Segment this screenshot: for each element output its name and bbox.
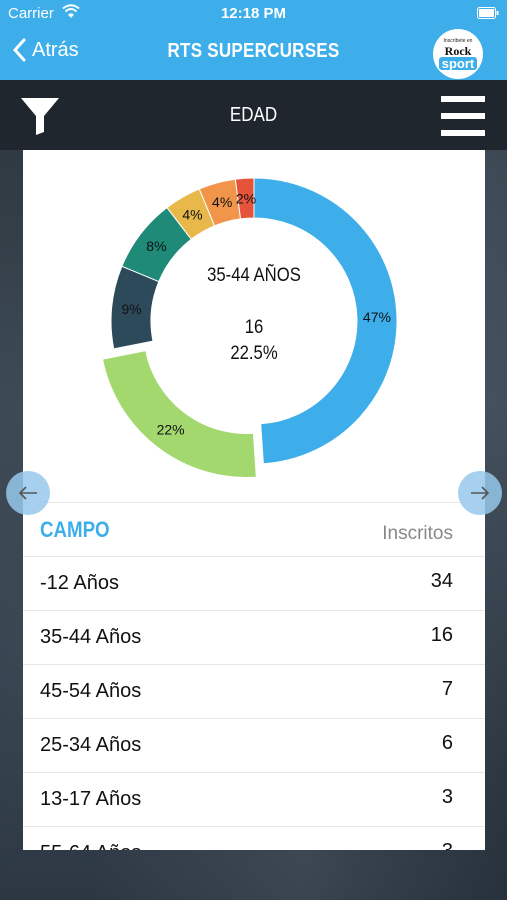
- previous-chart-button[interactable]: [6, 471, 50, 515]
- table-row[interactable]: 25-34 Años 6: [23, 719, 485, 773]
- slice-label: 22%: [157, 422, 185, 438]
- column-header-field: CAMPO: [40, 517, 110, 542]
- slice-label: 4%: [212, 194, 232, 210]
- row-value: 7: [441, 678, 453, 700]
- arrow-left-icon: [18, 486, 37, 500]
- slice-label: 9%: [121, 301, 141, 317]
- row-value: 34: [430, 570, 453, 592]
- status-bar: Carrier 12:18 PM: [0, 0, 507, 28]
- chevron-left-icon: [12, 38, 26, 62]
- row-value: 16: [430, 624, 453, 646]
- arrow-right-icon: [471, 486, 490, 500]
- carrier-label: Carrier: [8, 5, 54, 22]
- center-percent: 22.5%: [230, 342, 277, 363]
- age-table: -12 Años 34 35-44 Años 16 45-54 Años 7 2…: [23, 557, 485, 850]
- menu-icon[interactable]: [441, 96, 485, 136]
- rock-sport-logo[interactable]: Inscríbete en Rock sport: [433, 29, 483, 79]
- row-label: -12 Años: [40, 572, 119, 594]
- wifi-icon: [62, 4, 80, 18]
- slice-label: 8%: [146, 238, 166, 254]
- logo-tagline: Inscríbete en: [443, 37, 473, 44]
- table-row[interactable]: 13-17 Años 3: [23, 773, 485, 827]
- table-row[interactable]: 35-44 Años 16: [23, 611, 485, 665]
- table-row[interactable]: 55-64 Años 3: [23, 827, 485, 850]
- back-label: Atrás: [32, 38, 79, 61]
- row-label: 25-34 Años: [40, 734, 142, 756]
- row-label: 45-54 Años: [40, 680, 142, 702]
- donut-chart[interactable]: 47%22%9%8%4%4% 2% 35-44 AÑOS 16 22.5%: [23, 150, 485, 500]
- next-chart-button[interactable]: [458, 471, 502, 515]
- table-row[interactable]: -12 Años 34: [23, 557, 485, 611]
- section-title: EDAD: [229, 104, 278, 126]
- chart-slice[interactable]: [253, 177, 398, 465]
- column-header-count: Inscritos: [382, 523, 453, 544]
- page-title: RTS SUPERCURSES: [167, 40, 340, 62]
- logo-rock-text: Rock: [444, 43, 472, 58]
- row-label: 55-64 Años: [40, 842, 141, 850]
- row-label: 35-44 Años: [40, 626, 142, 648]
- chart-card: 47% 22% 9% 8% 4% 4% 2% 35-44 AÑOS 16 22.5% CAM…: [23, 150, 485, 850]
- table-row[interactable]: 45-54 Años 7: [23, 665, 485, 719]
- chart-slice[interactable]: [101, 350, 257, 479]
- center-label: 35-44 AÑOS: [207, 263, 301, 285]
- slice-label: 4%: [182, 206, 202, 222]
- row-value: 3: [441, 786, 453, 808]
- row-value: 3: [442, 840, 453, 850]
- back-button[interactable]: Atrás: [12, 38, 79, 62]
- table-header: CAMPO Inscritos: [23, 502, 485, 557]
- slice-label: 2%: [236, 190, 256, 206]
- filter-icon[interactable]: [20, 96, 60, 136]
- toolbar: EDAD: [0, 80, 507, 150]
- battery-icon: [477, 7, 499, 19]
- navigation-bar: Atrás RTS SUPERCURSES Inscríbete en Rock…: [0, 28, 507, 80]
- row-value: 6: [441, 732, 453, 754]
- center-value: 16: [245, 316, 264, 337]
- status-time: 12:18 PM: [220, 5, 287, 22]
- chart-slice[interactable]: [234, 177, 255, 220]
- logo-sport-text: sport: [438, 56, 478, 70]
- row-label: 13-17 Años: [40, 788, 142, 810]
- slice-label: 47%: [363, 309, 391, 325]
